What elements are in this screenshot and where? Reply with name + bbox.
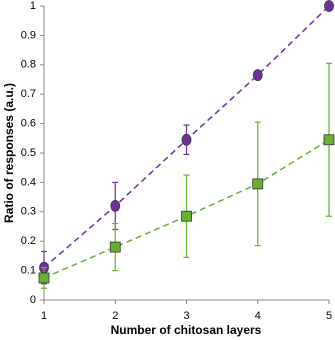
y-tick-label: 0.7 [21, 88, 36, 100]
y-tick-label: 0.3 [21, 206, 36, 218]
marker [181, 210, 192, 222]
marker [252, 69, 263, 81]
y-tick-label: 0.9 [21, 29, 36, 41]
y-tick-label: 0.5 [21, 147, 36, 159]
y-tick-label: 0.6 [21, 118, 36, 130]
x-tick-label: 4 [255, 310, 261, 322]
x-tick-label: 5 [326, 310, 332, 322]
marker [324, 0, 334, 12]
x-tick-label: 3 [183, 310, 189, 322]
x-axis-label: Number of chitosan layers [111, 323, 262, 337]
marker [181, 133, 192, 146]
y-tick-label: 1 [30, 0, 36, 12]
marker [110, 200, 121, 212]
y-tick-label: 0.8 [21, 59, 36, 71]
x-tick-label: 2 [112, 310, 118, 322]
y-tick-label: 0.2 [21, 235, 36, 247]
y-tick-label: 0 [30, 294, 36, 306]
y-axis-label: Ratio of responses (a.u.) [2, 83, 16, 223]
marker [252, 178, 264, 190]
marker [109, 241, 121, 253]
marker [323, 134, 335, 146]
y-tick-label: 0.1 [21, 265, 36, 277]
marker [38, 272, 50, 284]
y-tick-label: 0.4 [21, 176, 36, 188]
x-tick-label: 1 [41, 310, 47, 322]
